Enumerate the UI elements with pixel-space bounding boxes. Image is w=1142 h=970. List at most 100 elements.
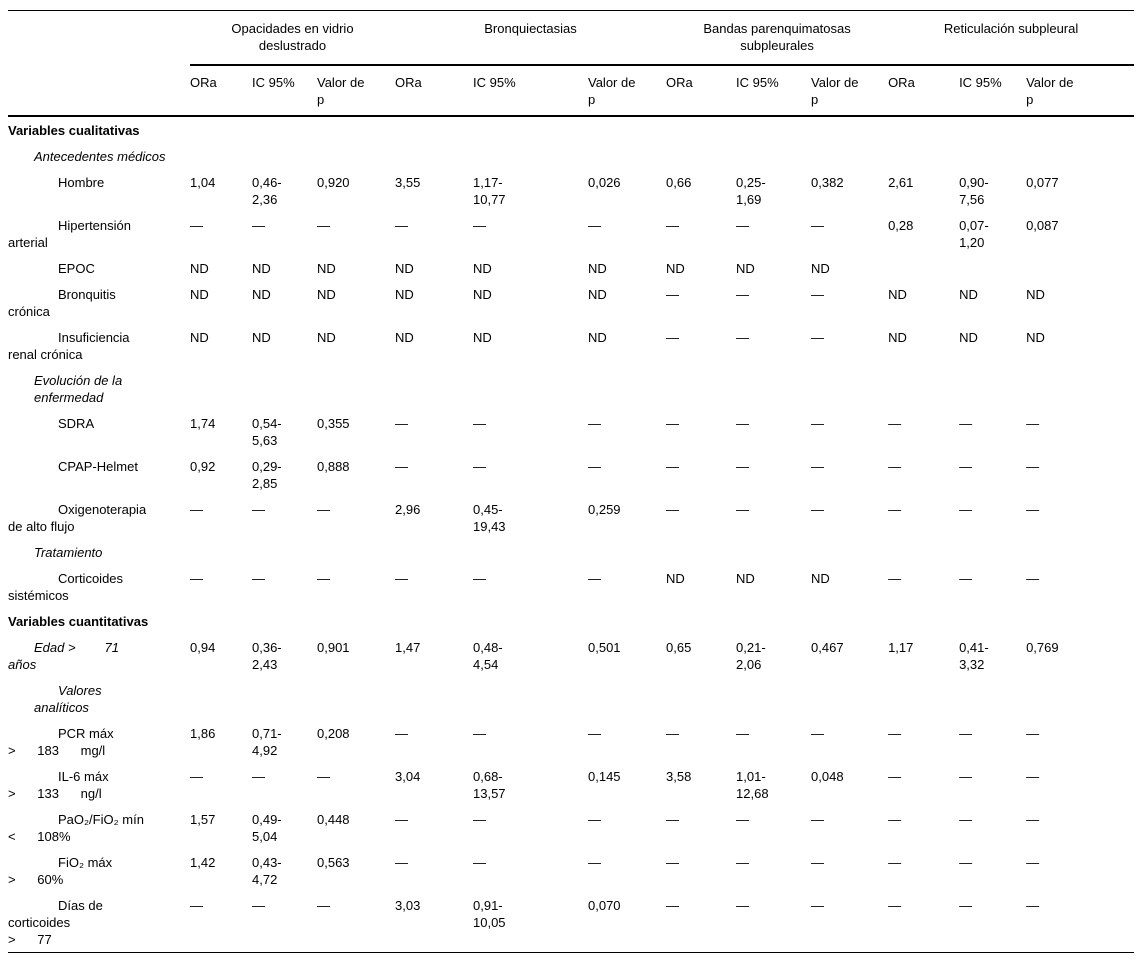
table-row: Hipertensión arterial — — — — — — — — — 0,28 0,07- 1… [8,212,1134,255]
value-cell [588,143,666,169]
value-cell [666,367,736,410]
row-label: Edad > 71 años [8,634,190,677]
value-cell [888,116,959,143]
value-cell: 0,920 [317,175,350,190]
row-label: PaO₂/FiO₂ mín < 108% [8,806,190,849]
value-cell: — [959,726,973,741]
value-cell: 0,07- 1,20 [959,218,989,250]
value-cell: — [811,726,825,741]
row-label-line: PCR máx [58,726,114,741]
group-header: Bronquiectasias [395,10,667,66]
table-row: Bronquitis crónica ND ND ND ND ND ND — — — ND ND ND [8,281,1134,324]
value-cell: — [252,898,265,913]
row-label-line: > 77 [8,932,52,947]
value-cell: — [1026,898,1040,913]
value-cell: — [190,218,203,233]
value-cell: — [811,502,825,517]
value-cell: 0,46- 2,36 [252,175,282,207]
value-cell: ND [395,330,414,345]
value-cell: — [588,571,601,586]
value-cell [252,143,317,169]
value-cell: — [317,218,330,233]
value-cell: — [811,855,825,870]
value-cell: 3,04 [395,769,421,784]
row-label-line: Edad > 71 [34,640,119,655]
subheader-row: ORa IC 95% Valor de p ORa IC 95% Valor de p OR… [8,65,1135,117]
table-row: Edad > 71 años 0,94 0,36- 2,43 0,901 1,47 0,48… [8,634,1134,677]
table-row: PaO₂/FiO₂ mín < 108% 1,57 0,49- 5,04 0,448 — —… [8,806,1134,849]
column-header: ORa [190,65,252,117]
value-cell: ND [811,571,830,586]
value-cell [811,143,888,169]
value-cell: 0,48- 4,54 [473,640,503,672]
value-cell: — [811,898,825,913]
value-cell [1026,608,1134,634]
row-label: Días de corticoides > 77 [8,892,190,953]
row-label: Corticoides sistémicos [8,565,190,608]
value-cell: — [190,769,203,784]
value-cell: 0,501 [588,640,621,655]
value-cell: 0,208 [317,726,350,741]
value-cell: — [736,502,750,517]
value-cell: — [588,812,601,827]
column-header: ORa [395,65,473,117]
value-cell: — [666,416,680,431]
value-cell: ND [888,287,907,302]
value-cell [317,116,395,143]
column-header: Valor de p [811,65,889,117]
value-cell: — [1026,812,1040,827]
value-cell: — [736,330,750,345]
row-label-line: < 108% [8,829,71,844]
column-header: IC 95% [959,65,1027,117]
row-label-line: de alto flujo [8,519,75,534]
table-row: IL-6 máx > 133 ng/l — — — 3,04 0,68- 13,57 0,14… [8,763,1134,806]
value-cell: — [811,330,825,345]
row-label-line: EPOC [58,261,95,276]
value-cell [588,677,666,720]
value-cell: — [190,502,203,517]
value-cell [252,677,317,720]
value-cell [666,143,736,169]
row-label-line: Corticoides [58,571,124,586]
value-cell [736,677,811,720]
value-cell: ND [473,330,492,345]
value-cell: — [395,726,408,741]
value-cell [959,539,1026,565]
value-cell: 0,94 [190,640,216,655]
row-label-line: > 60% [8,872,64,887]
value-cell: 0,91- 10,05 [473,898,506,930]
row-label-line: > 183 mg/l [8,743,106,758]
value-cell: ND [252,261,271,276]
value-cell: 1,42 [190,855,216,870]
value-cell: ND [588,287,607,302]
value-cell: — [1026,855,1040,870]
value-cell: 0,259 [588,502,621,517]
value-cell: — [736,855,750,870]
value-cell [317,539,395,565]
value-cell: 0,66 [666,175,692,190]
row-label-line: Días de [58,898,103,913]
row-label-line: Hombre [58,175,105,190]
value-cell: 1,17 [888,640,914,655]
column-header: Valor de p [317,65,395,117]
value-cell: ND [473,287,492,302]
value-cell [190,143,252,169]
value-cell: — [666,898,680,913]
value-cell [588,367,666,410]
value-cell: — [666,459,680,474]
value-cell: 0,25- 1,69 [736,175,766,207]
value-cell: 0,21- 2,06 [736,640,766,672]
value-cell [811,677,888,720]
row-label: PCR máx > 183 mg/l [8,720,190,763]
value-cell [888,367,959,410]
group-header-row: Opacidades en vidrio deslustrado Bronquie… [8,10,1135,66]
value-cell: — [811,218,825,233]
value-cell [1026,677,1134,720]
column-header: IC 95% [252,65,317,117]
row-label-line: crónica [8,304,50,319]
value-cell: 0,36- 2,43 [252,640,282,672]
value-cell: 1,04 [190,175,216,190]
value-cell [588,608,666,634]
value-cell [473,116,588,143]
